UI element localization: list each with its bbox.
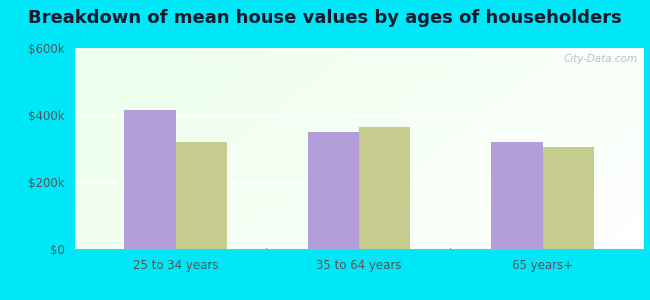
Text: Breakdown of mean house values by ages of householders: Breakdown of mean house values by ages o… bbox=[28, 9, 622, 27]
Bar bbox=[124, 110, 176, 249]
Text: City-Data.com: City-Data.com bbox=[564, 54, 638, 64]
Bar bbox=[543, 148, 594, 249]
Bar bbox=[359, 128, 411, 249]
Bar bbox=[176, 142, 227, 249]
Bar bbox=[307, 132, 359, 249]
Bar bbox=[491, 142, 543, 249]
